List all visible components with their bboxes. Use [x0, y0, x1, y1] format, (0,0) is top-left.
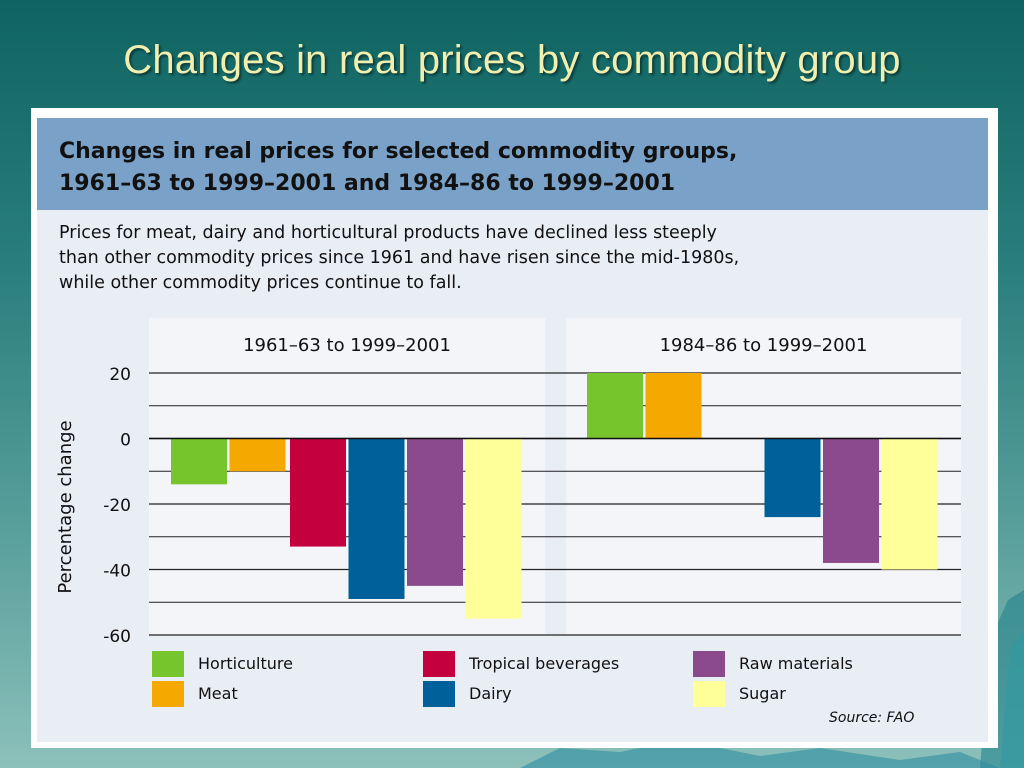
figure-title: Changes in real prices for selected comm… — [59, 136, 969, 200]
y-tick-label: -20 — [103, 496, 131, 516]
figure-subtitle-line-3: while other commodity prices continue to… — [59, 273, 462, 293]
legend-swatch — [693, 681, 725, 707]
bar-meat-panel-1 — [229, 438, 286, 472]
source-note: Source: FAO — [829, 710, 915, 726]
bar-meat-panel-2 — [645, 373, 702, 439]
figure-header: Changes in real prices for selected comm… — [37, 118, 988, 210]
figure-subtitle: Prices for meat, dairy and horticultural… — [59, 221, 979, 296]
figure-subtitle-line-1: Prices for meat, dairy and horticultural… — [59, 223, 717, 243]
panel-title-2: 1984–86 to 1999–2001 — [660, 335, 868, 356]
y-tick-label: -60 — [103, 627, 131, 647]
bar-chart: 20 0 -20 -40 -60 Percentage change 1961–63 to … — [55, 318, 961, 647]
bar-raw-materials-panel-2 — [823, 438, 879, 563]
legend-label: Sugar — [739, 684, 786, 703]
legend-swatch — [152, 651, 184, 677]
y-tick-label: 20 — [109, 365, 131, 385]
bar-sugar-panel-1 — [465, 438, 522, 619]
legend-swatch — [423, 681, 455, 707]
legend-label: Horticulture — [198, 654, 293, 673]
panel-title-1: 1961–63 to 1999–2001 — [243, 335, 451, 356]
bar-dairy-panel-1 — [348, 438, 405, 599]
y-tick-label: 0 — [120, 431, 131, 451]
slide-title: Changes in real prices by commodity grou… — [123, 38, 901, 82]
legend-swatch — [423, 651, 455, 677]
legend-label: Meat — [198, 684, 238, 703]
legend-label: Raw materials — [739, 654, 853, 673]
bar-dairy-panel-2 — [764, 438, 821, 518]
bar-sugar-panel-2 — [881, 438, 938, 570]
bar-tropical-beverages-panel-1 — [290, 438, 346, 547]
bar-horticulture-panel-2 — [587, 373, 643, 439]
bar-raw-materials-panel-1 — [407, 438, 463, 586]
figure-title-line-1: Changes in real prices for selected comm… — [59, 139, 738, 164]
bar-horticulture-panel-1 — [171, 438, 227, 485]
y-axis-label: Percentage change — [55, 420, 76, 593]
y-tick-label: -40 — [103, 562, 131, 582]
figure-title-line-2: 1961–63 to 1999–2001 and 1984–86 to 1999… — [59, 171, 676, 196]
legend-swatch — [152, 681, 184, 707]
legend-label: Dairy — [469, 684, 512, 703]
figure-subtitle-line-2: than other commodity prices since 1961 a… — [59, 248, 740, 268]
figure-card: Changes in real prices for selected comm… — [31, 108, 998, 748]
legend-label: Tropical beverages — [469, 654, 620, 673]
legend-swatch — [693, 651, 725, 677]
